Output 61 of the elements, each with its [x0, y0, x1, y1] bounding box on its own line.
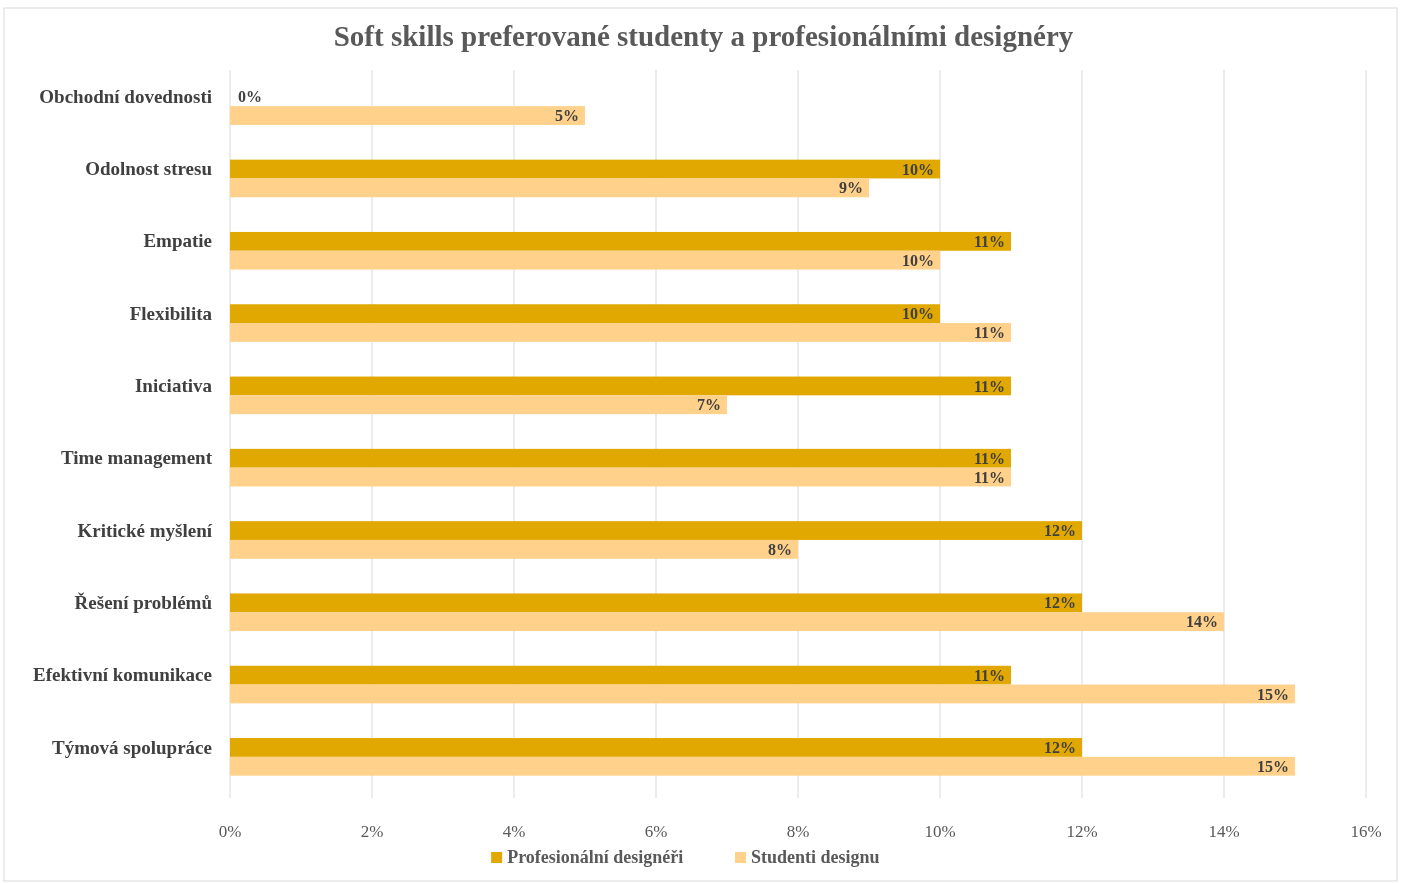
data-label: 14%: [1186, 613, 1218, 631]
bar: [230, 395, 727, 415]
data-label: 11%: [973, 468, 1005, 486]
bar: [230, 178, 869, 198]
x-tick-label: 12%: [1066, 822, 1098, 841]
bar: [230, 756, 1295, 776]
y-tick-label: Týmová spolupráce: [52, 736, 212, 758]
bar: [230, 665, 1011, 685]
data-label: 15%: [1257, 757, 1289, 775]
x-tick-label: 10%: [924, 822, 956, 841]
data-label: 10%: [902, 305, 934, 323]
data-label: 12%: [1044, 739, 1076, 757]
bar: [230, 323, 1011, 342]
bar: [230, 376, 1011, 396]
data-label: 11%: [973, 666, 1005, 684]
bar: [230, 467, 1011, 487]
x-tick-label: 0%: [218, 822, 242, 841]
data-label: 15%: [1257, 685, 1289, 703]
chart-title: Soft skills preferované studenty a profesionálními designéry: [333, 20, 1074, 52]
y-tick-label: Empatie: [143, 230, 212, 252]
data-label: 0%: [238, 88, 262, 106]
legend-label: Profesionální designéři: [507, 847, 684, 867]
y-tick-label: Time management: [60, 447, 213, 469]
y-tick-label: Řešení problémů: [74, 591, 213, 613]
bar: [230, 106, 585, 125]
x-tick-label: 16%: [1350, 822, 1382, 841]
x-tick-label: 4%: [502, 822, 526, 841]
data-label: 11%: [973, 232, 1005, 250]
x-tick-label: 8%: [786, 822, 810, 841]
bar: [230, 448, 1011, 468]
y-tick-label: Flexibilita: [129, 302, 213, 324]
bar: [230, 231, 1011, 251]
bar: [230, 159, 940, 179]
data-label: 7%: [697, 396, 721, 414]
x-tick-label: 2%: [360, 822, 384, 841]
bar: [230, 738, 1082, 757]
legend-label: Studenti designu: [751, 847, 880, 867]
x-tick-label: 14%: [1208, 822, 1240, 841]
y-tick-label: Obchodní dovednosti: [39, 85, 212, 107]
bar: [230, 304, 940, 324]
bar: [230, 521, 1082, 540]
data-label: 10%: [902, 160, 934, 178]
bar: [230, 593, 1082, 613]
x-tick-label: 6%: [644, 822, 668, 841]
data-label: 12%: [1044, 594, 1076, 612]
bar: [230, 684, 1295, 704]
bar: [230, 539, 798, 559]
data-label: 12%: [1044, 522, 1076, 540]
y-tick-label: Kritické myšlení: [77, 519, 213, 541]
y-tick-label: Odolnost stresu: [85, 158, 213, 180]
data-label: 11%: [973, 449, 1005, 467]
y-tick-label: Iniciativa: [134, 375, 213, 396]
data-label: 5%: [555, 107, 579, 125]
data-label: 10%: [902, 251, 934, 269]
bar: [230, 250, 940, 270]
bar: [230, 612, 1224, 632]
data-label: 9%: [839, 179, 863, 197]
data-label: 8%: [768, 540, 792, 558]
data-label: 11%: [973, 324, 1005, 342]
data-label: 11%: [973, 377, 1005, 395]
y-tick-label: Efektivní komunikace: [33, 664, 212, 686]
